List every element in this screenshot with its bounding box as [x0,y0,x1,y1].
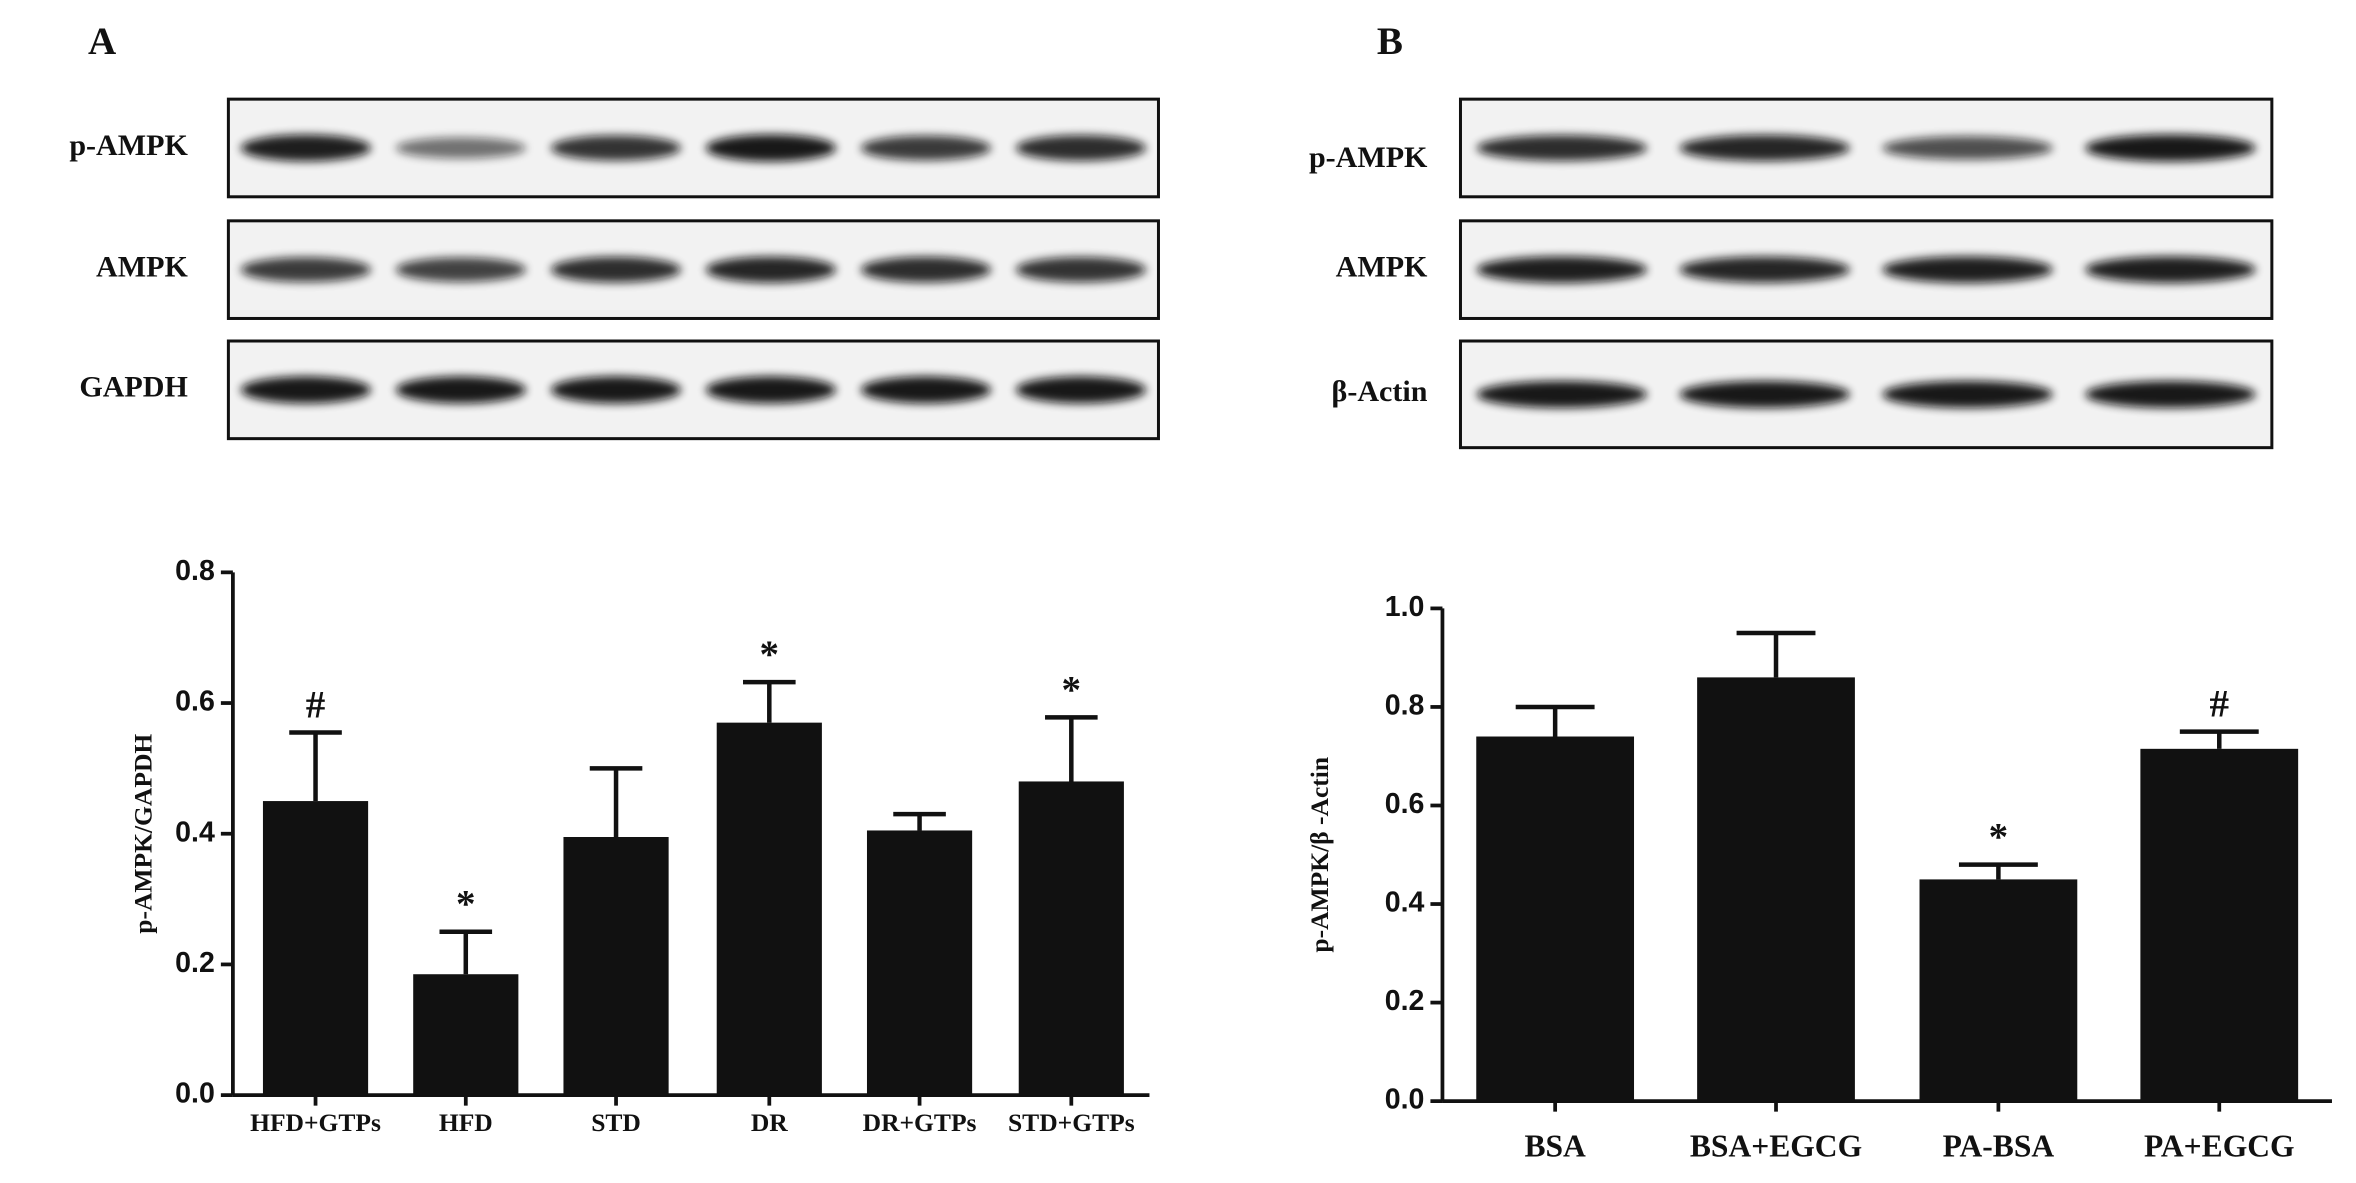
blot-band [2085,380,2256,408]
bar [1476,736,1635,1102]
blot-band [1679,380,1850,408]
y-tick-label: 1.0 [1385,591,1425,623]
blot-label: p-AMPK [69,129,188,162]
bar [1018,781,1124,1096]
blot-band [1015,257,1147,283]
bar [2140,748,2299,1102]
blot-label: AMPK [1336,251,1428,284]
blot-band [240,257,371,283]
panel-label: B [1377,20,1403,63]
bar [866,830,973,1096]
blot-band [705,134,837,162]
blot-band [860,135,992,161]
blot-band [860,376,992,404]
blot-band [395,376,527,404]
blot-band [1015,376,1147,404]
blot-band [2085,134,2256,162]
blot-band [395,257,527,282]
significance-marker: * [760,633,780,676]
x-tick-label: DR+GTPs [863,1108,977,1137]
significance-marker: * [1989,816,2009,859]
blot-frame [226,97,1160,199]
bar [1697,677,1855,1102]
blot-band [1476,380,1648,408]
y-tick-label: 0.0 [1385,1084,1425,1116]
blot-band [705,376,837,404]
x-tick-label: DR [751,1108,788,1137]
y-tick-label: 0.8 [1385,689,1425,721]
blot-band [2085,256,2256,283]
blot-band [1476,135,1648,161]
x-tick-label: PA+EGCG [2144,1128,2295,1163]
y-tick-label: 0.6 [1385,788,1425,820]
y-tick-label: 0.6 [175,686,215,718]
blot-frame [226,339,1160,441]
y-tick-label: 0.8 [175,555,215,587]
blot-label: AMPK [96,251,188,284]
blot-band [1015,135,1147,161]
x-tick-label: HFD [439,1108,493,1137]
x-tick-label: BSA+EGCG [1690,1128,1862,1163]
blot-frame [226,219,1160,320]
x-tick-label: STD [591,1108,641,1137]
y-tick-label: 0.4 [1385,887,1425,919]
blot-band [705,256,837,283]
significance-marker: * [456,883,476,926]
significance-marker: # [306,683,326,726]
blot-band [860,256,992,283]
blot-band [240,376,371,404]
blot-band [1679,134,1850,162]
blot-label: p-AMPK [1309,141,1428,174]
y-tick-label: 0.2 [1385,985,1425,1017]
y-tick-label: 0.0 [175,1078,215,1110]
panel-label: A [88,20,116,63]
blot-band [550,376,682,404]
bar [1919,879,2078,1102]
y-tick-label: 0.2 [175,947,215,979]
x-tick-label: PA-BSA [1943,1128,2055,1163]
blot-band [1476,256,1648,283]
bar [262,801,369,1096]
y-tick-label: 0.4 [175,816,215,848]
blot-band [1882,256,2053,283]
blot-label: GAPDH [79,371,187,404]
blot-label: β-Actin [1332,375,1428,408]
bar [563,837,669,1096]
x-tick-label: BSA [1524,1128,1586,1163]
x-tick-label: HFD+GTPs [250,1108,381,1137]
y-axis-label: p-AMPK/GAPDH [129,734,158,934]
bar [716,722,822,1096]
bar [413,974,519,1096]
significance-marker: * [1062,668,1082,711]
blot-band [1679,256,1850,283]
significance-marker: # [2210,683,2230,726]
x-tick-label: STD+GTPs [1008,1108,1135,1137]
y-axis-label: p-AMPK/β -Actin [1305,757,1334,953]
blot-band [395,137,527,159]
blot-band [1882,136,2053,160]
blot-band [550,256,682,283]
blot-band [1882,380,2053,408]
blot-band [240,134,371,162]
blot-band [550,135,682,161]
